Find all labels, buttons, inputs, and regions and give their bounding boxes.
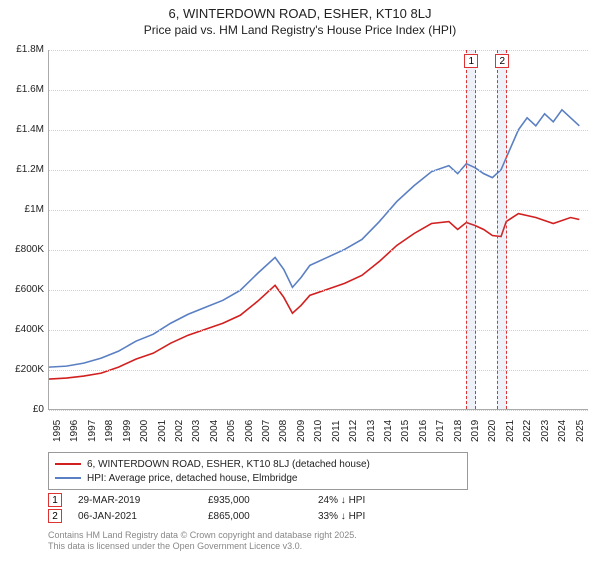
sale-diff: 24% ↓ HPI xyxy=(318,495,428,506)
y-tick-label: £800K xyxy=(2,244,44,255)
x-tick-label: 2003 xyxy=(191,420,202,442)
plot-area: 12 xyxy=(48,50,588,410)
x-tick-label: 2022 xyxy=(522,420,533,442)
x-tick-label: 2004 xyxy=(209,420,220,442)
x-tick-label: 2014 xyxy=(383,420,394,442)
y-tick-label: £1M xyxy=(2,204,44,215)
chart-title: 6, WINTERDOWN ROAD, ESHER, KT10 8LJ xyxy=(0,6,600,21)
x-tick-label: 2005 xyxy=(226,420,237,442)
attribution-footer: Contains HM Land Registry data © Crown c… xyxy=(48,530,357,553)
y-tick-label: £1.6M xyxy=(2,84,44,95)
x-tick-label: 2011 xyxy=(331,420,342,442)
y-tick-label: £1.8M xyxy=(2,44,44,55)
sale-marker-band xyxy=(497,50,507,409)
x-tick-label: 2013 xyxy=(366,420,377,442)
sale-marker-icon: 2 xyxy=(48,509,62,523)
sale-date: 06-JAN-2021 xyxy=(78,511,208,522)
legend-swatch xyxy=(55,463,81,465)
x-tick-label: 2006 xyxy=(244,420,255,442)
x-tick-label: 2024 xyxy=(557,420,568,442)
x-tick-label: 2001 xyxy=(157,420,168,442)
legend-box: 6, WINTERDOWN ROAD, ESHER, KT10 8LJ (det… xyxy=(48,452,468,490)
chart-container: 6, WINTERDOWN ROAD, ESHER, KT10 8LJ Pric… xyxy=(0,6,600,566)
legend-swatch xyxy=(55,477,81,479)
legend-label: 6, WINTERDOWN ROAD, ESHER, KT10 8LJ (det… xyxy=(87,459,370,470)
y-tick-label: £600K xyxy=(2,284,44,295)
table-row: 1 29-MAR-2019 £935,000 24% ↓ HPI xyxy=(48,492,428,508)
footer-line: Contains HM Land Registry data © Crown c… xyxy=(48,530,357,541)
gridline xyxy=(49,410,588,411)
sale-marker-tag: 2 xyxy=(495,54,509,68)
table-row: 2 06-JAN-2021 £865,000 33% ↓ HPI xyxy=(48,508,428,524)
x-tick-label: 2015 xyxy=(400,420,411,442)
x-tick-label: 2023 xyxy=(540,420,551,442)
x-tick-label: 1995 xyxy=(52,420,63,442)
x-tick-label: 2018 xyxy=(453,420,464,442)
sale-marker-band xyxy=(466,50,476,409)
legend-row: HPI: Average price, detached house, Elmb… xyxy=(55,471,461,485)
x-tick-label: 1996 xyxy=(69,420,80,442)
y-tick-label: £400K xyxy=(2,324,44,335)
legend-label: HPI: Average price, detached house, Elmb… xyxy=(87,473,298,484)
x-tick-label: 2007 xyxy=(261,420,272,442)
x-tick-label: 2025 xyxy=(575,420,586,442)
sale-price: £935,000 xyxy=(208,495,318,506)
y-tick-label: £1.2M xyxy=(2,164,44,175)
sale-price: £865,000 xyxy=(208,511,318,522)
y-tick-label: £1.4M xyxy=(2,124,44,135)
legend-row: 6, WINTERDOWN ROAD, ESHER, KT10 8LJ (det… xyxy=(55,457,461,471)
x-tick-label: 2009 xyxy=(296,420,307,442)
sale-diff: 33% ↓ HPI xyxy=(318,511,428,522)
x-tick-label: 2012 xyxy=(348,420,359,442)
x-tick-label: 2008 xyxy=(278,420,289,442)
x-tick-label: 2020 xyxy=(487,420,498,442)
sale-marker-icon: 1 xyxy=(48,493,62,507)
y-tick-label: £200K xyxy=(2,364,44,375)
chart-subtitle: Price paid vs. HM Land Registry's House … xyxy=(0,23,600,37)
sale-marker-tag: 1 xyxy=(464,54,478,68)
footer-line: This data is licensed under the Open Gov… xyxy=(48,541,357,552)
x-tick-label: 2000 xyxy=(139,420,150,442)
x-tick-label: 1997 xyxy=(87,420,98,442)
x-tick-label: 2017 xyxy=(435,420,446,442)
x-tick-label: 2019 xyxy=(470,420,481,442)
y-tick-label: £0 xyxy=(2,404,44,415)
x-tick-label: 2021 xyxy=(505,420,516,442)
sale-date: 29-MAR-2019 xyxy=(78,495,208,506)
x-tick-label: 1998 xyxy=(104,420,115,442)
sales-table: 1 29-MAR-2019 £935,000 24% ↓ HPI 2 06-JA… xyxy=(48,492,428,524)
x-tick-label: 2002 xyxy=(174,420,185,442)
x-tick-label: 1999 xyxy=(122,420,133,442)
x-tick-label: 2010 xyxy=(313,420,324,442)
x-tick-label: 2016 xyxy=(418,420,429,442)
